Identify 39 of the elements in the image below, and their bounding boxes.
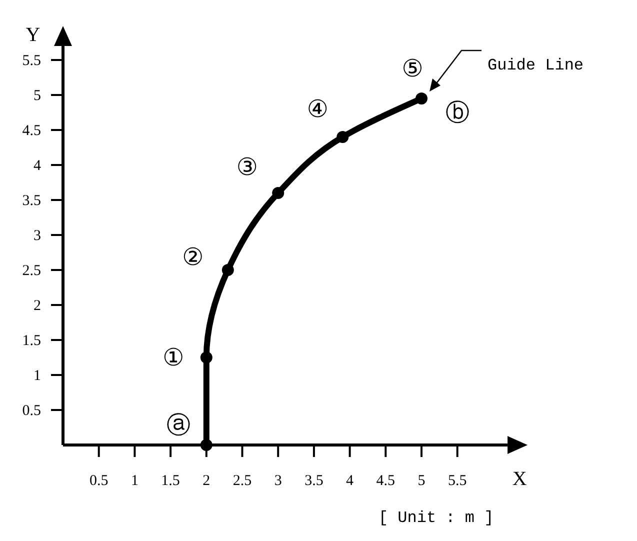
annotation: ⓐ	[166, 411, 190, 439]
x-tick-label: 3	[274, 473, 282, 489]
x-tick-label: 1	[130, 473, 138, 489]
text: [ Unit : m ]	[378, 509, 494, 527]
x-tick-label: 2.5	[232, 473, 252, 489]
y-tick-label: 1	[34, 368, 41, 384]
x-tick-label: 0.5	[89, 473, 108, 489]
x-axis-title: X	[512, 468, 528, 490]
y-tick-label: 5	[34, 88, 41, 104]
x-tick-label: 5.5	[448, 473, 467, 489]
x-tick-label: 4.5	[376, 473, 396, 489]
point	[272, 187, 284, 199]
y-tick-label: 3	[34, 228, 41, 244]
x-tick-label: 5	[418, 473, 426, 489]
x-tick-label: 2	[202, 473, 210, 489]
x-tick-label: 1.5	[161, 473, 180, 489]
annotation: ⑤	[402, 54, 424, 82]
y-tick-label: 5.5	[22, 53, 41, 69]
annotation: ③	[236, 153, 258, 181]
y-tick-label: 1.5	[22, 333, 41, 349]
y-tick-label: 4.5	[22, 123, 41, 139]
x-tick-label: 3.5	[304, 473, 324, 489]
y-tick-label: 2.5	[22, 263, 41, 279]
point	[222, 264, 234, 276]
annotation: ①	[162, 344, 184, 372]
y-axis-title: Y	[26, 24, 40, 46]
y-tick-label: 2	[34, 298, 41, 314]
point	[200, 439, 212, 451]
point	[416, 92, 428, 104]
point	[336, 131, 349, 143]
y-tick-label: 4	[34, 158, 42, 174]
annotation: ⓑ	[446, 98, 470, 126]
annotation: ②	[182, 243, 204, 271]
annotation: ④	[306, 95, 328, 123]
x-tick-label: 4	[346, 473, 354, 489]
annotation: Guide Line	[488, 56, 584, 74]
y-tick-label: 3.5	[22, 193, 41, 209]
y-tick-label: 0.5	[22, 403, 41, 419]
point	[200, 352, 212, 364]
